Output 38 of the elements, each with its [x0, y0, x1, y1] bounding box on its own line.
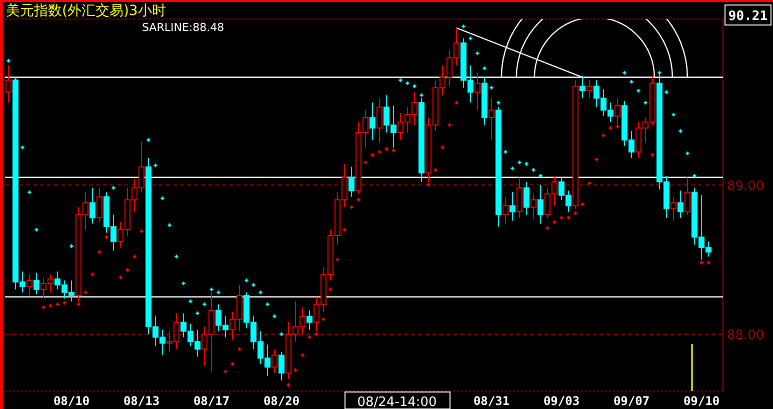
candlestick	[586, 80, 592, 99]
candlestick	[538, 184, 544, 224]
candlestick	[510, 192, 516, 222]
candlestick	[524, 181, 530, 216]
candlestick	[96, 187, 102, 223]
candlestick	[306, 310, 312, 330]
y-tick-label: 89.00	[727, 178, 764, 194]
candlestick	[376, 98, 382, 144]
x-tick-label: 08/17	[193, 394, 230, 408]
candlestick	[488, 98, 494, 141]
candlestick	[272, 348, 278, 374]
text: 90.21	[728, 9, 768, 24]
candlestick	[348, 166, 354, 198]
candlestick	[684, 176, 690, 216]
candlestick	[580, 75, 586, 99]
candlestick	[474, 72, 480, 111]
candlestick	[370, 102, 376, 141]
x-tick-label: 09/07	[613, 394, 650, 408]
candlestick	[502, 196, 508, 224]
x-tick-label: 08/13	[123, 394, 160, 408]
candlestick	[6, 64, 12, 104]
chart-title: 美元指数(外汇交易)3小时	[6, 3, 166, 19]
candlestick	[278, 352, 284, 382]
x-tick-label: 09/03	[543, 394, 580, 408]
x-tick-label: 09/10	[683, 394, 720, 408]
candlestick	[34, 272, 40, 294]
x-tick-label: 08/10	[53, 394, 90, 408]
text: 08/24-14:00	[357, 395, 437, 409]
x-tick-label: 08/31	[473, 394, 510, 408]
candlestick	[670, 196, 676, 222]
candlestick	[530, 193, 536, 220]
candlestick	[26, 274, 32, 296]
candlestick	[90, 187, 96, 224]
y-tick-label: 88.00	[727, 328, 764, 344]
x-tick-label: 08/20	[263, 394, 300, 408]
candlestick	[678, 190, 684, 218]
annotation: SARLINE:88.48	[142, 21, 224, 34]
candlestick	[516, 176, 522, 218]
